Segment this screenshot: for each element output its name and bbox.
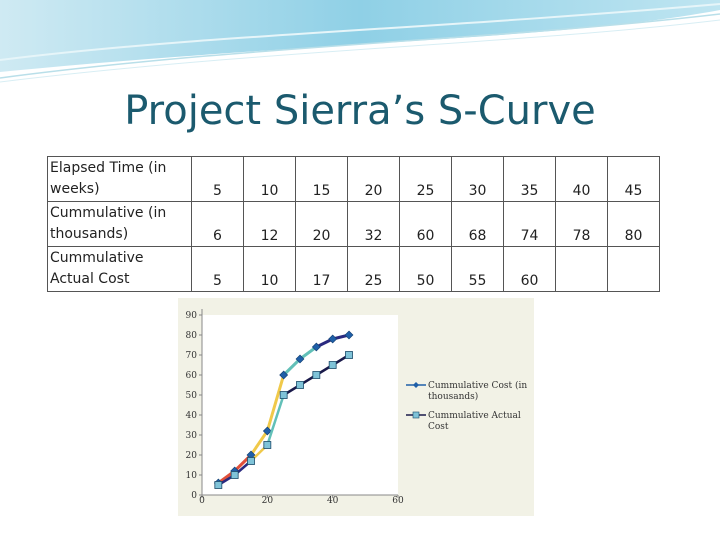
x-tick-label: 20 xyxy=(262,496,274,506)
table-cell: 15 xyxy=(295,156,348,202)
y-tick-label: 40 xyxy=(186,411,198,421)
y-tick-label: 0 xyxy=(191,491,197,501)
table-row: Cummulative Actual Cost 5 10 17 25 50 55 60 xyxy=(47,246,660,292)
table-cell: 25 xyxy=(347,246,400,292)
data-point-diamond xyxy=(328,334,338,344)
table-cell: 78 xyxy=(555,201,608,247)
data-point-square xyxy=(296,381,304,389)
data-point-square xyxy=(230,471,239,479)
table-cell: 68 xyxy=(451,201,504,247)
table-row: Cummulative (in thousands) 6 12 20 32 60 68 74 7… xyxy=(47,201,660,247)
legend-item: Cummulative Actual Cost xyxy=(406,411,521,432)
data-point-diamond xyxy=(262,426,272,436)
chart-legend: Cummulative Cost (in thousands) Cummulativ… xyxy=(406,380,527,432)
table-cell: 55 xyxy=(451,246,504,292)
plot-area xyxy=(202,315,398,495)
table-cell: 35 xyxy=(503,156,556,202)
legend-label: Cummulative Actual Cost xyxy=(428,411,521,432)
data-point-square xyxy=(214,481,223,489)
row-header: Elapsed Time (in weeks) xyxy=(47,156,192,202)
data-point-square xyxy=(328,361,337,369)
table-cell: 45 xyxy=(607,156,660,202)
y-tick-label: 50 xyxy=(186,391,198,401)
table-cell: 60 xyxy=(399,201,452,247)
table-cell: 5 xyxy=(191,156,244,202)
y-tick-label: 90 xyxy=(186,311,198,321)
table-cell: 20 xyxy=(347,156,400,202)
table-row: Elapsed Time (in weeks) 5 10 15 20 25 30 35 40 45 xyxy=(47,156,660,202)
series-line-segment xyxy=(265,373,286,433)
data-point-square xyxy=(312,371,321,379)
table-cell: 10 xyxy=(243,246,296,292)
data-point-square xyxy=(279,391,288,399)
legend-marker-square xyxy=(412,411,420,419)
decorative-banner xyxy=(0,0,720,83)
table-cell: 6 xyxy=(191,201,244,247)
data-point-diamond xyxy=(279,370,289,380)
data-point-square xyxy=(263,441,272,449)
row-header: Cummulative Actual Cost xyxy=(47,246,192,292)
table-cell: 32 xyxy=(347,201,400,247)
data-point-diamond xyxy=(344,330,354,340)
x-tick-label: 60 xyxy=(392,496,404,506)
series-line-segment xyxy=(266,393,285,447)
y-tick-label: 10 xyxy=(186,471,198,481)
table-cell: 5 xyxy=(191,246,244,292)
data-point-square xyxy=(345,351,353,359)
data-point-diamond xyxy=(311,342,321,352)
table-cell: 12 xyxy=(243,201,296,247)
table-cell: 74 xyxy=(503,201,556,247)
table-cell xyxy=(555,246,608,292)
y-tick-label: 60 xyxy=(186,371,198,381)
y-tick-label: 20 xyxy=(186,451,198,461)
table-cell: 20 xyxy=(295,201,348,247)
axes: 0 10 20 30 40 50 60 70 80 90 0 20 40 60 xyxy=(186,309,404,506)
s-curve-chart: 0 10 20 30 40 50 60 70 80 90 0 20 40 60 Cummulative C… xyxy=(178,298,534,516)
y-tick-label: 70 xyxy=(186,351,198,361)
table-cell: 10 xyxy=(243,156,296,202)
table-cell: 30 xyxy=(451,156,504,202)
slide-title: Project Sierra’s S-Curve xyxy=(124,88,596,134)
series-layer xyxy=(213,330,354,489)
table-cell: 60 xyxy=(503,246,556,292)
table-cell: 17 xyxy=(295,246,348,292)
table-cell: 80 xyxy=(607,201,660,247)
table-cell xyxy=(607,246,660,292)
series-line-segment xyxy=(298,345,318,361)
data-point-diamond xyxy=(295,354,305,364)
data-point-square xyxy=(247,457,255,465)
table-cell: 40 xyxy=(555,156,608,202)
series-line-segment xyxy=(282,357,302,377)
series-line-segment xyxy=(249,429,269,457)
table-cell: 50 xyxy=(399,246,452,292)
y-tick-label: 30 xyxy=(186,431,198,441)
legend-marker-diamond xyxy=(413,382,419,388)
legend-label: Cummulative Cost (in thousands) xyxy=(428,380,527,402)
row-header: Cummulative (in thousands) xyxy=(47,201,192,247)
data-table: Elapsed Time (in weeks) 5 10 15 20 25 30 35 40 45… xyxy=(47,156,660,292)
legend-item: Cummulative Cost (in thousands) xyxy=(406,380,527,402)
x-tick-label: 40 xyxy=(327,496,339,506)
y-tick-label: 80 xyxy=(186,331,198,341)
x-tick-label: 0 xyxy=(199,496,205,506)
series-cumulative-actual-cost xyxy=(214,351,353,489)
table-cell: 25 xyxy=(399,156,452,202)
